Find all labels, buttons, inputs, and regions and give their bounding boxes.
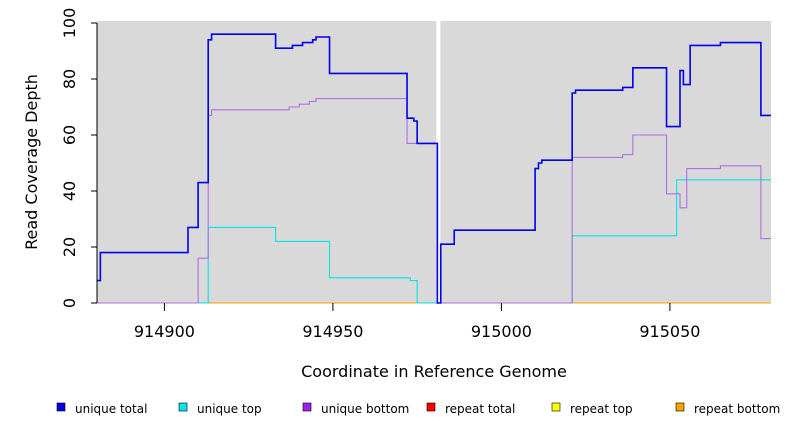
legend-item-unique-bottom: unique bottom (302, 402, 409, 416)
legend-label: repeat top (570, 402, 633, 416)
legend-swatch (675, 402, 685, 412)
x-axis: 914900 914950 915000 915050 (134, 303, 700, 341)
legend-item-repeat-bottom: repeat bottom (675, 402, 780, 416)
series-layer (97, 33, 771, 304)
x-tick-label: 915000 (471, 322, 532, 341)
legend-swatch (551, 402, 561, 412)
x-axis-title: Coordinate in Reference Genome (301, 362, 567, 381)
y-tick-label: 60 (60, 125, 79, 145)
x-tick-label: 914950 (302, 322, 363, 341)
x-tick-label: 914900 (134, 322, 195, 341)
legend-swatch (56, 402, 66, 412)
legend-label: repeat total (445, 402, 515, 416)
y-axis-title: Read Coverage Depth (22, 74, 41, 250)
legend-label: unique top (197, 402, 262, 416)
y-tick-label: 20 (60, 237, 79, 257)
y-tick-label: 80 (60, 69, 79, 89)
legend-item-unique-total: unique total (56, 402, 147, 416)
gap-marker (436, 21, 441, 303)
series-line-unique-top (97, 179, 771, 304)
y-axis: 0 20 40 60 80 100 (60, 8, 97, 308)
legend-label: unique total (75, 402, 147, 416)
legend-swatch (302, 402, 312, 412)
legend-swatch (426, 402, 436, 412)
gap-marker-layer (436, 21, 441, 303)
legend-item-repeat-total: repeat total (426, 402, 515, 416)
legend-item-unique-top: unique top (178, 402, 262, 416)
y-tick-label: 100 (60, 8, 79, 39)
legend-swatch (178, 402, 188, 412)
legend-item-repeat-top: repeat top (551, 402, 633, 416)
legend: unique total unique top unique bottom repea… (56, 402, 780, 416)
y-tick-label: 0 (60, 298, 79, 308)
legend-label: repeat bottom (694, 402, 780, 416)
y-tick-label: 40 (60, 181, 79, 201)
x-tick-label: 915050 (639, 322, 700, 341)
series-line-unique-total (97, 33, 771, 304)
legend-label: unique bottom (321, 402, 409, 416)
